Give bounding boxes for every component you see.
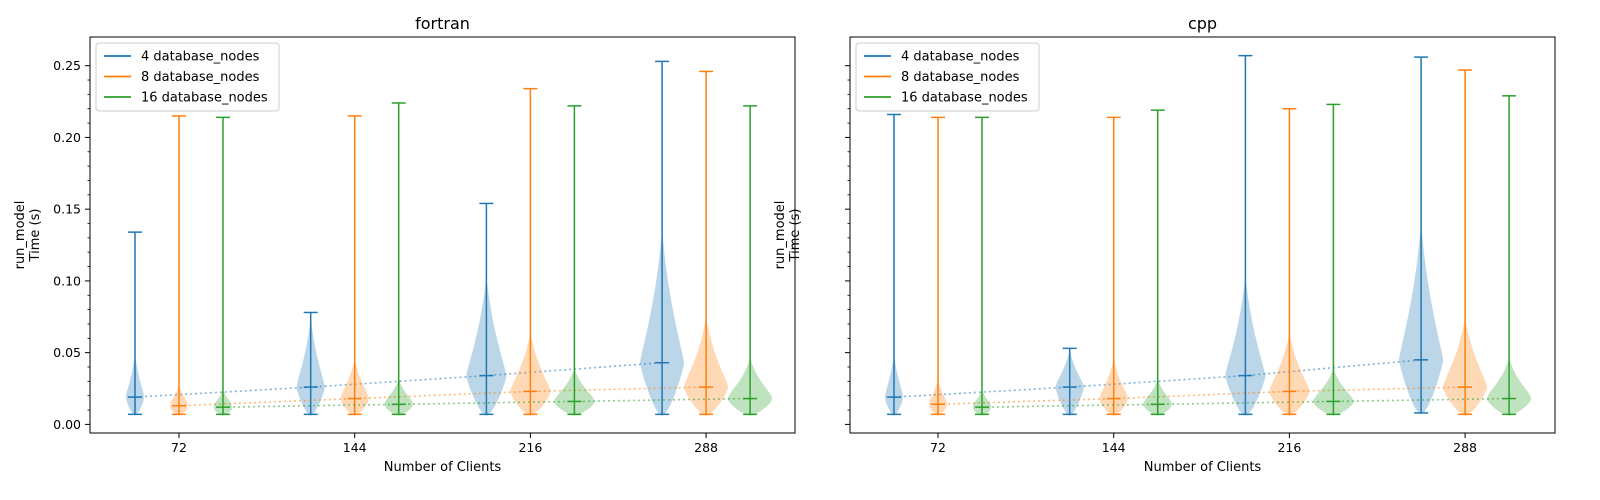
x-tick-label: 216 <box>1277 440 1301 455</box>
legend-label: 16 database_nodes <box>141 91 268 106</box>
chart-panel-fortran: fortran 0.00 0.05 0.10 0.15 0.20 0.25 72 144 216 2… <box>13 14 796 475</box>
y-axis-label: Time (s) <box>28 209 43 263</box>
median-trend-line <box>178 386 707 407</box>
x-axis-label: Number of Clients <box>1144 460 1262 475</box>
chart-title: cpp <box>1188 14 1217 33</box>
x-tick-label: 72 <box>171 440 187 455</box>
x-axis-label: Number of Clients <box>384 460 502 475</box>
legend-label: 4 database_nodes <box>901 50 1020 65</box>
x-tick-label: 288 <box>1453 440 1477 455</box>
x-tick-label: 144 <box>1102 440 1126 455</box>
y-tick-label: 0.00 <box>53 417 81 432</box>
legend-label: 16 database_nodes <box>901 91 1028 106</box>
median-trend-line <box>937 386 1466 406</box>
y-tick-label: 0.25 <box>53 58 81 73</box>
x-tick-label: 216 <box>518 440 542 455</box>
chart-panel-cpp: cpp 72 144 216 288 Number of Clients run_model… <box>773 14 1556 475</box>
y-tick-label: 0.15 <box>53 202 81 217</box>
y-axis-label: Time (s) <box>788 209 803 263</box>
y-axis-label: run_model <box>13 201 28 270</box>
x-tick-label: 288 <box>694 440 718 455</box>
x-tick-label: 72 <box>930 440 946 455</box>
chart-title: fortran <box>415 14 470 33</box>
legend-label: 4 database_nodes <box>141 50 260 65</box>
x-tick-label: 144 <box>343 440 367 455</box>
y-tick-label: 0.10 <box>53 273 81 288</box>
plot-frame <box>89 36 796 434</box>
legend-box <box>855 42 1040 112</box>
legend-label: 8 database_nodes <box>901 70 1020 85</box>
legend-box <box>95 42 280 112</box>
y-tick-label: 0.20 <box>53 130 81 145</box>
plot-frame <box>849 36 1556 434</box>
y-axis-label: run_model <box>773 201 788 270</box>
legend-label: 8 database_nodes <box>141 70 260 85</box>
y-tick-label: 0.05 <box>53 345 81 360</box>
